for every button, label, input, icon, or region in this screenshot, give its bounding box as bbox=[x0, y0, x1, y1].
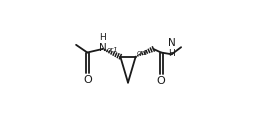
Text: H: H bbox=[168, 49, 175, 58]
Text: N: N bbox=[99, 42, 106, 53]
Text: or1: or1 bbox=[136, 50, 148, 56]
Text: O: O bbox=[157, 76, 165, 86]
Text: O: O bbox=[83, 75, 92, 85]
Text: N: N bbox=[168, 38, 176, 48]
Text: or1: or1 bbox=[106, 47, 118, 53]
Text: H: H bbox=[99, 34, 106, 42]
